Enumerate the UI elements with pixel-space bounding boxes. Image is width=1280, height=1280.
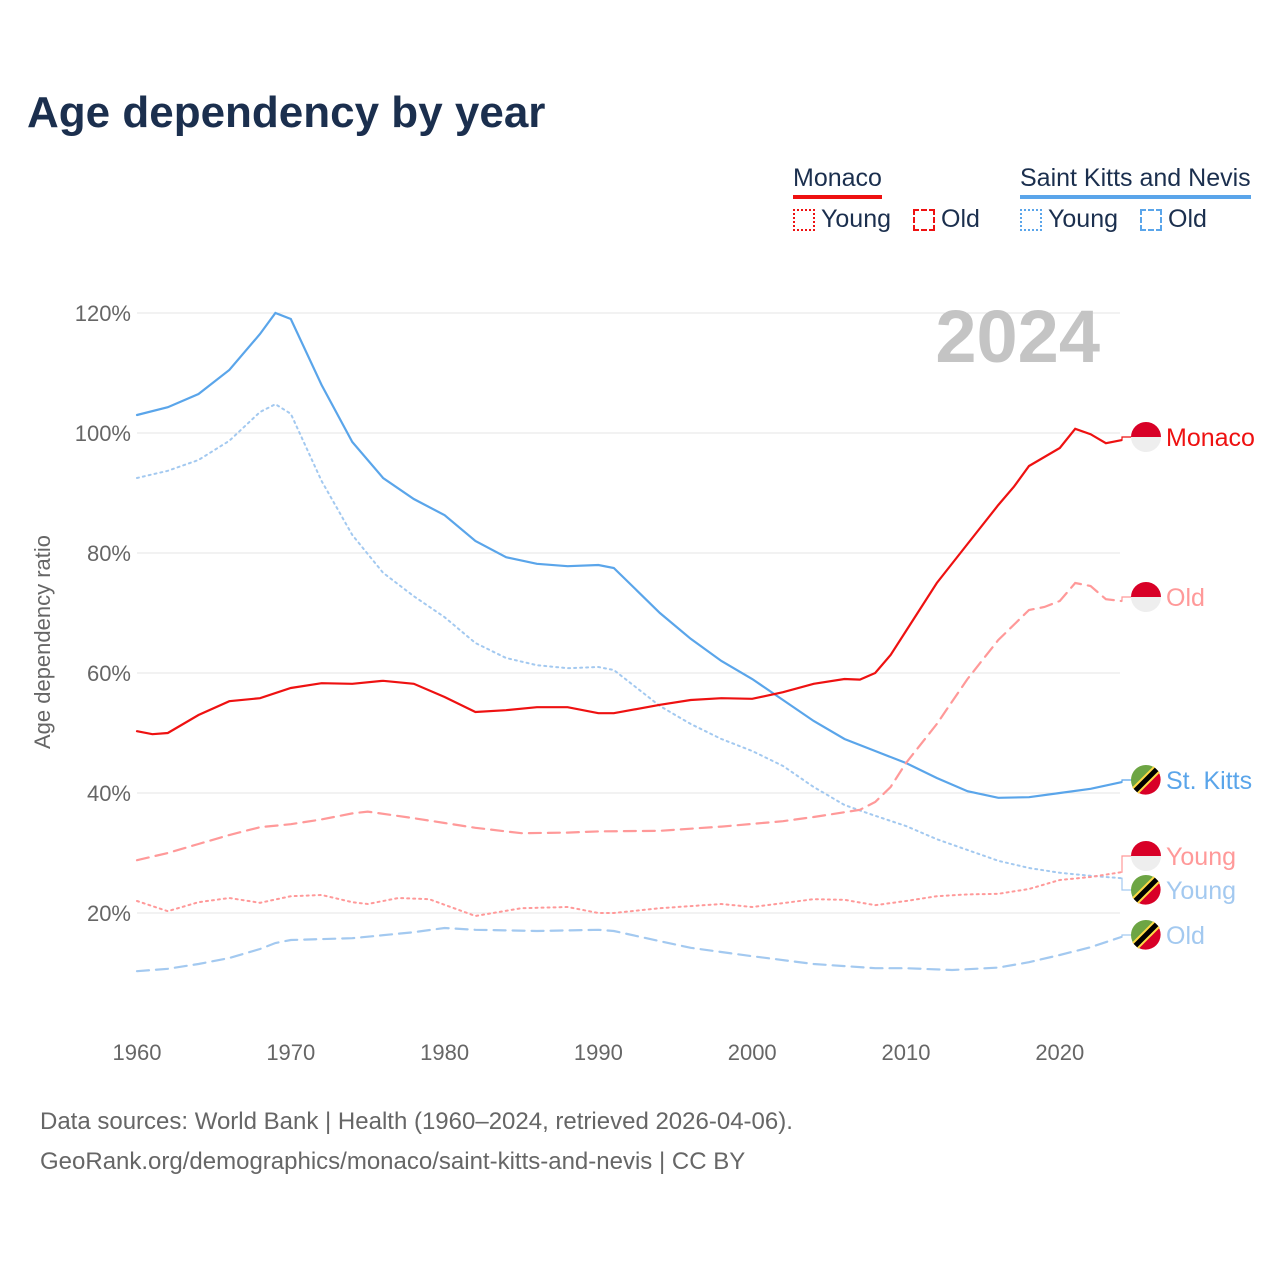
end-label: Young: [1166, 843, 1236, 871]
y-axis-label: Age dependency ratio: [30, 535, 55, 749]
series-line-monaco-old: [135, 581, 1123, 862]
dotted-swatch-icon: [793, 208, 815, 231]
series-line-monaco-total: [135, 427, 1123, 736]
dashed-swatch-icon: [1140, 208, 1162, 231]
dotted-swatch-icon: [1020, 208, 1042, 231]
end-label: Young: [1166, 877, 1236, 905]
saint-kitts-flag-icon: [1133, 767, 1159, 793]
x-tick-label: 1970: [266, 1040, 315, 1065]
legend-label: Young: [1048, 205, 1118, 233]
legend-label: Old: [941, 205, 980, 233]
monaco-flag-icon: [1131, 437, 1161, 452]
legend-saint-kitts-young[interactable]: Young: [1020, 205, 1118, 234]
end-label: Old: [1166, 922, 1205, 950]
x-tick-label: 2010: [882, 1040, 931, 1065]
series-line-saint-kitts-and-nevis-total: [135, 311, 1123, 799]
y-tick-label: 100%: [75, 421, 131, 446]
y-tick-label: 20%: [87, 901, 131, 926]
x-tick-label: 1960: [113, 1040, 162, 1065]
series-line-monaco-young: [136, 871, 1123, 918]
monaco-flag-icon: [1131, 841, 1161, 856]
chart-title: Age dependency by year: [27, 88, 546, 137]
label-leader-line: [1121, 877, 1132, 891]
label-leader-line: [1121, 436, 1132, 441]
legend-monaco[interactable]: Monaco: [793, 164, 882, 199]
x-tick-label: 1980: [420, 1040, 469, 1065]
year-label: 2024: [935, 295, 1100, 378]
label-leader-line: [1121, 596, 1132, 602]
series-line-saint-kitts-and-nevis-old: [135, 926, 1123, 973]
legend-saint-kitts-old[interactable]: Old: [1140, 205, 1207, 234]
y-tick-label: 40%: [87, 781, 131, 806]
legend-monaco-young[interactable]: Young: [793, 205, 891, 234]
end-label: Old: [1166, 584, 1205, 612]
x-tick-label: 2000: [728, 1040, 777, 1065]
legend-saint-kitts[interactable]: Saint Kitts and Nevis: [1020, 164, 1251, 199]
x-tick-label: 1990: [574, 1040, 623, 1065]
y-tick-label: 120%: [75, 301, 131, 326]
x-tick-label: 2020: [1035, 1040, 1084, 1065]
label-leader-line: [1121, 855, 1132, 873]
label-leader-line: [1121, 779, 1132, 783]
legend-monaco-old[interactable]: Old: [913, 205, 980, 234]
y-tick-label: 80%: [87, 541, 131, 566]
dashed-swatch-icon: [913, 208, 935, 231]
end-label: St. Kitts: [1166, 767, 1252, 795]
saint-kitts-flag-icon: [1133, 877, 1159, 903]
monaco-flag-icon: [1131, 856, 1161, 871]
source-note: Data sources: World Bank | Health (1960–…: [40, 1108, 793, 1135]
legend-label: Old: [1168, 205, 1207, 233]
legend-label: Young: [821, 205, 891, 233]
series-line-saint-kitts-and-nevis-young: [136, 403, 1123, 880]
y-tick-label: 60%: [87, 661, 131, 686]
label-leader-line: [1121, 934, 1132, 938]
monaco-flag-icon: [1131, 597, 1161, 612]
end-label: Monaco: [1166, 424, 1255, 452]
saint-kitts-flag-icon: [1133, 922, 1159, 948]
monaco-flag-icon: [1131, 422, 1161, 437]
source-url[interactable]: GeoRank.org/demographics/monaco/saint-ki…: [40, 1148, 746, 1175]
monaco-flag-icon: [1131, 582, 1161, 597]
